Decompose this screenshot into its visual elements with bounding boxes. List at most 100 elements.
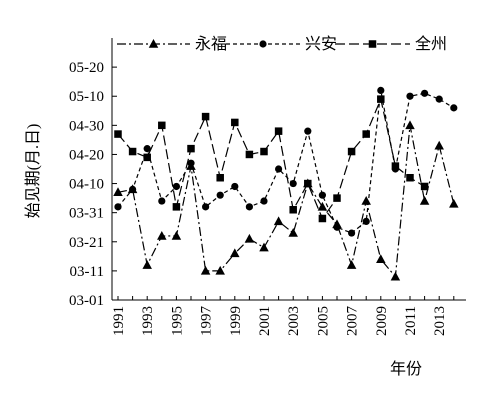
circle-marker — [275, 165, 283, 173]
triangle-marker — [390, 271, 401, 281]
square-marker — [420, 182, 429, 191]
circle-marker — [377, 86, 385, 95]
x-tick-label: 1995 — [169, 306, 185, 336]
series-circle — [114, 86, 458, 237]
x-tick-label: 2003 — [286, 306, 302, 336]
square-marker — [245, 150, 254, 159]
circle-marker — [406, 92, 414, 100]
series-line — [117, 90, 455, 234]
square-marker — [158, 121, 166, 130]
y-tick-label: 03-31 — [69, 206, 104, 222]
y-tick-label: 05-20 — [69, 60, 104, 76]
circle-marker — [450, 104, 458, 112]
triangle-marker — [376, 254, 386, 263]
square-marker — [362, 130, 370, 138]
triangle-marker — [244, 233, 255, 243]
circle-marker — [202, 203, 210, 211]
circle-marker — [333, 223, 341, 231]
x-tick-label: 2005 — [315, 306, 331, 336]
y-tick-label: 04-10 — [69, 177, 104, 193]
circle-marker — [318, 191, 326, 199]
legend-label: 全州 — [415, 35, 447, 53]
legend-item: 永福 — [117, 35, 227, 53]
square-marker — [406, 173, 414, 182]
square-marker — [260, 147, 268, 156]
square-marker — [289, 206, 297, 214]
triangle-marker — [346, 260, 357, 269]
axes — [111, 38, 466, 301]
triangle-marker — [273, 216, 284, 226]
legend-item: 全州 — [335, 35, 447, 53]
triangle-marker — [200, 265, 211, 275]
x-tick-group: 1991 1993 1995 1997 1999 2001 2003 2005 2007 2009… — [111, 296, 455, 337]
triangle-marker — [449, 198, 459, 208]
square-marker — [231, 118, 239, 127]
square-marker — [143, 153, 151, 162]
series-line — [117, 125, 455, 279]
triangle-marker — [317, 201, 328, 211]
legend: 永福 兴安 全州 — [117, 35, 447, 53]
square-marker — [201, 112, 210, 121]
triangle-marker — [148, 39, 159, 48]
x-tick-label: 2001 — [257, 306, 273, 336]
square-marker — [128, 147, 137, 156]
square-marker — [377, 95, 385, 103]
circle-marker — [114, 203, 122, 211]
circle-marker — [362, 217, 370, 226]
circle-marker — [245, 203, 253, 211]
square-marker — [274, 127, 283, 135]
triangle-marker — [405, 120, 415, 130]
square-marker — [114, 130, 122, 138]
circle-marker — [187, 159, 195, 167]
legend-label: 永福 — [195, 35, 227, 53]
triangle-marker — [419, 196, 430, 205]
square-marker — [347, 147, 356, 156]
square-marker — [368, 40, 377, 48]
square-marker — [216, 173, 224, 182]
circle-marker — [421, 89, 429, 97]
y-tick-group: 03-01 03-11 03-21 03-31 04-10 04-20 04-30 05-10… — [69, 60, 117, 309]
circle-marker — [260, 197, 268, 205]
triangle-marker — [142, 260, 152, 269]
triangle-marker — [288, 228, 298, 237]
y-tick-label: 04-20 — [69, 147, 104, 163]
square-marker — [304, 179, 312, 188]
circle-marker — [158, 197, 166, 205]
circle-marker — [172, 182, 180, 191]
square-marker — [391, 162, 400, 170]
x-tick-label: 2013 — [432, 306, 448, 336]
triangle-marker — [230, 248, 240, 258]
series-line — [117, 97, 425, 220]
square-marker — [172, 203, 181, 211]
x-tick-label: 2009 — [374, 306, 390, 336]
legend-item: 兴安 — [226, 35, 337, 53]
triangle-marker — [113, 187, 123, 197]
square-marker — [318, 214, 327, 223]
y-tick-label: 04-30 — [69, 118, 104, 134]
y-tick-label: 03-11 — [70, 264, 104, 280]
x-tick-label: 1991 — [111, 306, 127, 336]
triangle-marker — [434, 140, 444, 150]
circle-marker — [348, 229, 356, 237]
triangle-marker — [361, 196, 371, 205]
circle-marker — [259, 40, 267, 48]
x-tick-label: 2011 — [403, 306, 419, 335]
circle-marker — [143, 145, 151, 153]
y-axis-title: 始见期(月.日) — [24, 124, 42, 219]
x-tick-label: 1999 — [228, 306, 244, 336]
triangle-marker — [171, 230, 182, 240]
square-marker — [333, 194, 341, 202]
x-tick-label: 2007 — [345, 306, 361, 337]
x-tick-label: 1993 — [140, 306, 156, 336]
series-group — [113, 86, 459, 281]
y-tick-label: 05-10 — [69, 89, 104, 105]
x-tick-label: 1997 — [199, 306, 215, 337]
y-tick-label: 03-01 — [69, 293, 104, 309]
circle-marker — [216, 191, 224, 199]
circle-marker — [129, 185, 137, 193]
circle-marker — [304, 127, 312, 135]
x-axis-title: 年份 — [390, 360, 422, 378]
y-tick-label: 03-21 — [69, 235, 104, 251]
